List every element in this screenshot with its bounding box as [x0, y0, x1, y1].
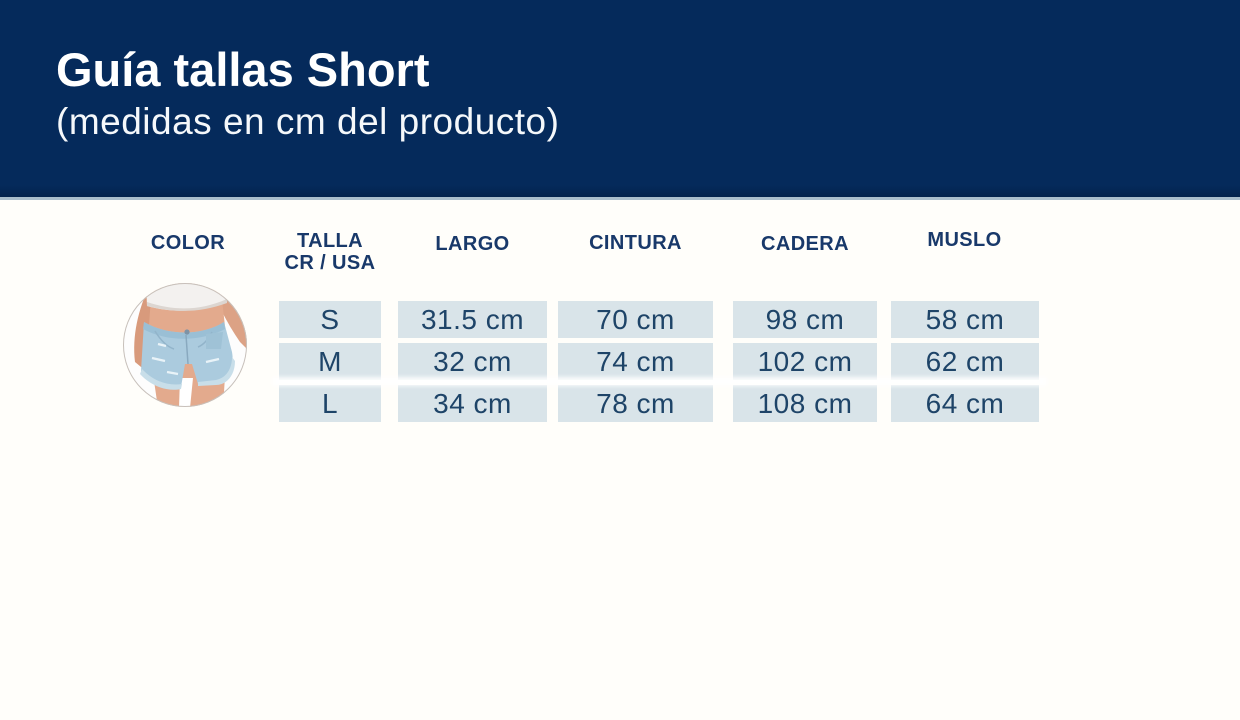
cell-cadera: 102 cm — [733, 343, 877, 380]
column-header-color: COLOR — [150, 232, 226, 254]
column-header-largo: LARGO — [435, 233, 510, 255]
page-subtitle: (medidas en cm del producto) — [56, 101, 560, 142]
column-header-talla-line2: CR / USA — [284, 252, 376, 274]
cell-largo: 31.5 cm — [398, 301, 547, 338]
cell-largo: 32 cm — [398, 343, 547, 380]
title-banner: Guía tallas Short (medidas en cm del pro… — [0, 0, 1240, 200]
cell-cintura: 74 cm — [558, 343, 713, 380]
page-title: Guía tallas Short — [56, 43, 430, 96]
cell-muslo: 58 cm — [891, 301, 1039, 338]
column-header-talla: TALLA CR / USA — [279, 230, 381, 274]
cell-muslo: 64 cm — [891, 385, 1039, 422]
cell-cintura: 70 cm — [558, 301, 713, 338]
cell-cadera: 108 cm — [733, 385, 877, 422]
denim-shorts-image — [123, 283, 247, 407]
column-header-cadera: CADERA — [761, 233, 849, 255]
column-header-cintura: CINTURA — [589, 232, 682, 254]
cell-talla: L — [279, 385, 381, 422]
cell-talla: S — [279, 301, 381, 338]
cell-largo: 34 cm — [398, 385, 547, 422]
product-photo — [122, 282, 248, 408]
cell-cintura: 78 cm — [558, 385, 713, 422]
cell-talla: M — [279, 343, 381, 380]
column-header-muslo: MUSLO — [927, 229, 1002, 251]
cell-cadera: 98 cm — [733, 301, 877, 338]
column-header-talla-line1: TALLA — [296, 230, 364, 252]
cell-muslo: 62 cm — [891, 343, 1039, 380]
